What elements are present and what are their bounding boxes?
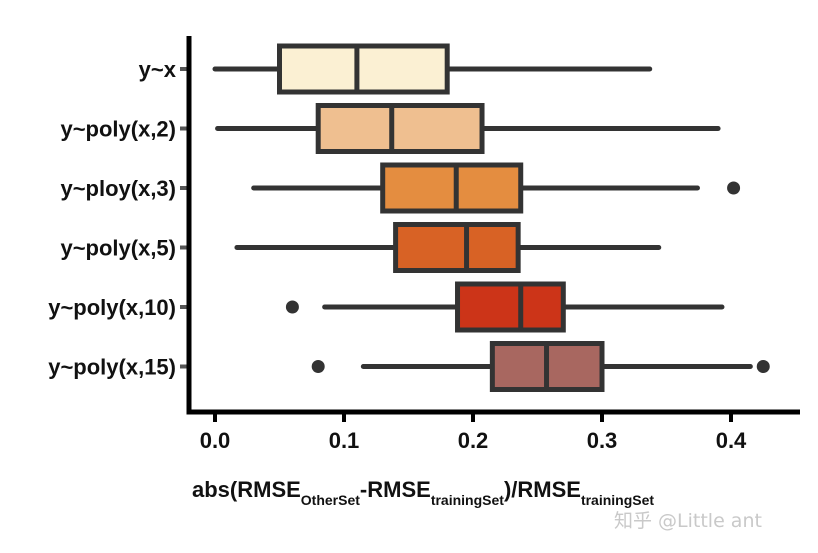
- x-ticks: 0.0 0.1 0.2 0.3 0.4: [200, 414, 747, 453]
- x-label-part-2: -RMSE: [360, 477, 431, 502]
- category-label: y~poly(x,15): [48, 355, 176, 380]
- x-label-sub-1: OtherSet: [301, 492, 360, 508]
- category-label: y~poly(x,5): [60, 236, 176, 261]
- outlier-point: [756, 360, 770, 373]
- box-group: [311, 341, 770, 392]
- x-tick-label: 0.0: [200, 428, 231, 453]
- outlier-point: [311, 360, 325, 373]
- category-label: y~ploy(x,3): [60, 176, 176, 201]
- category-label: y~poly(x,10): [48, 295, 176, 320]
- box-group: [212, 43, 653, 95]
- iqr-box: [393, 222, 521, 273]
- x-tick-label: 0.3: [587, 428, 618, 453]
- x-tick-label: 0.1: [329, 428, 360, 453]
- x-label-part-1: abs(RMSE: [192, 477, 301, 502]
- x-label-sub-2: trainingSet: [431, 492, 504, 508]
- boxes-layer: [212, 43, 770, 392]
- box-group: [251, 162, 741, 214]
- x-axis-label: abs(RMSEOtherSet-RMSEtrainingSet)/RMSEtr…: [192, 477, 654, 508]
- watermark: 知乎 @Little ant: [614, 510, 762, 532]
- iqr-box: [380, 162, 524, 214]
- iqr-box: [277, 43, 450, 95]
- x-label-sub-3: trainingSet: [581, 492, 654, 508]
- x-label-part-3: )/RMSE: [504, 477, 581, 502]
- box-group: [285, 281, 725, 333]
- category-label: y~poly(x,2): [60, 117, 176, 142]
- outlier-point: [727, 181, 741, 195]
- box-group: [215, 103, 721, 154]
- axes: [186, 36, 800, 415]
- x-tick-label: 0.4: [716, 428, 747, 453]
- category-label: y~x: [139, 57, 177, 82]
- box-group: [234, 222, 662, 273]
- outlier-point: [285, 300, 299, 314]
- x-tick-label: 0.2: [458, 428, 489, 453]
- category-labels: y~x y~poly(x,2) y~ploy(x,3) y~poly(x,5) y~po…: [48, 57, 188, 380]
- iqr-box: [315, 103, 485, 154]
- iqr-box: [455, 281, 566, 333]
